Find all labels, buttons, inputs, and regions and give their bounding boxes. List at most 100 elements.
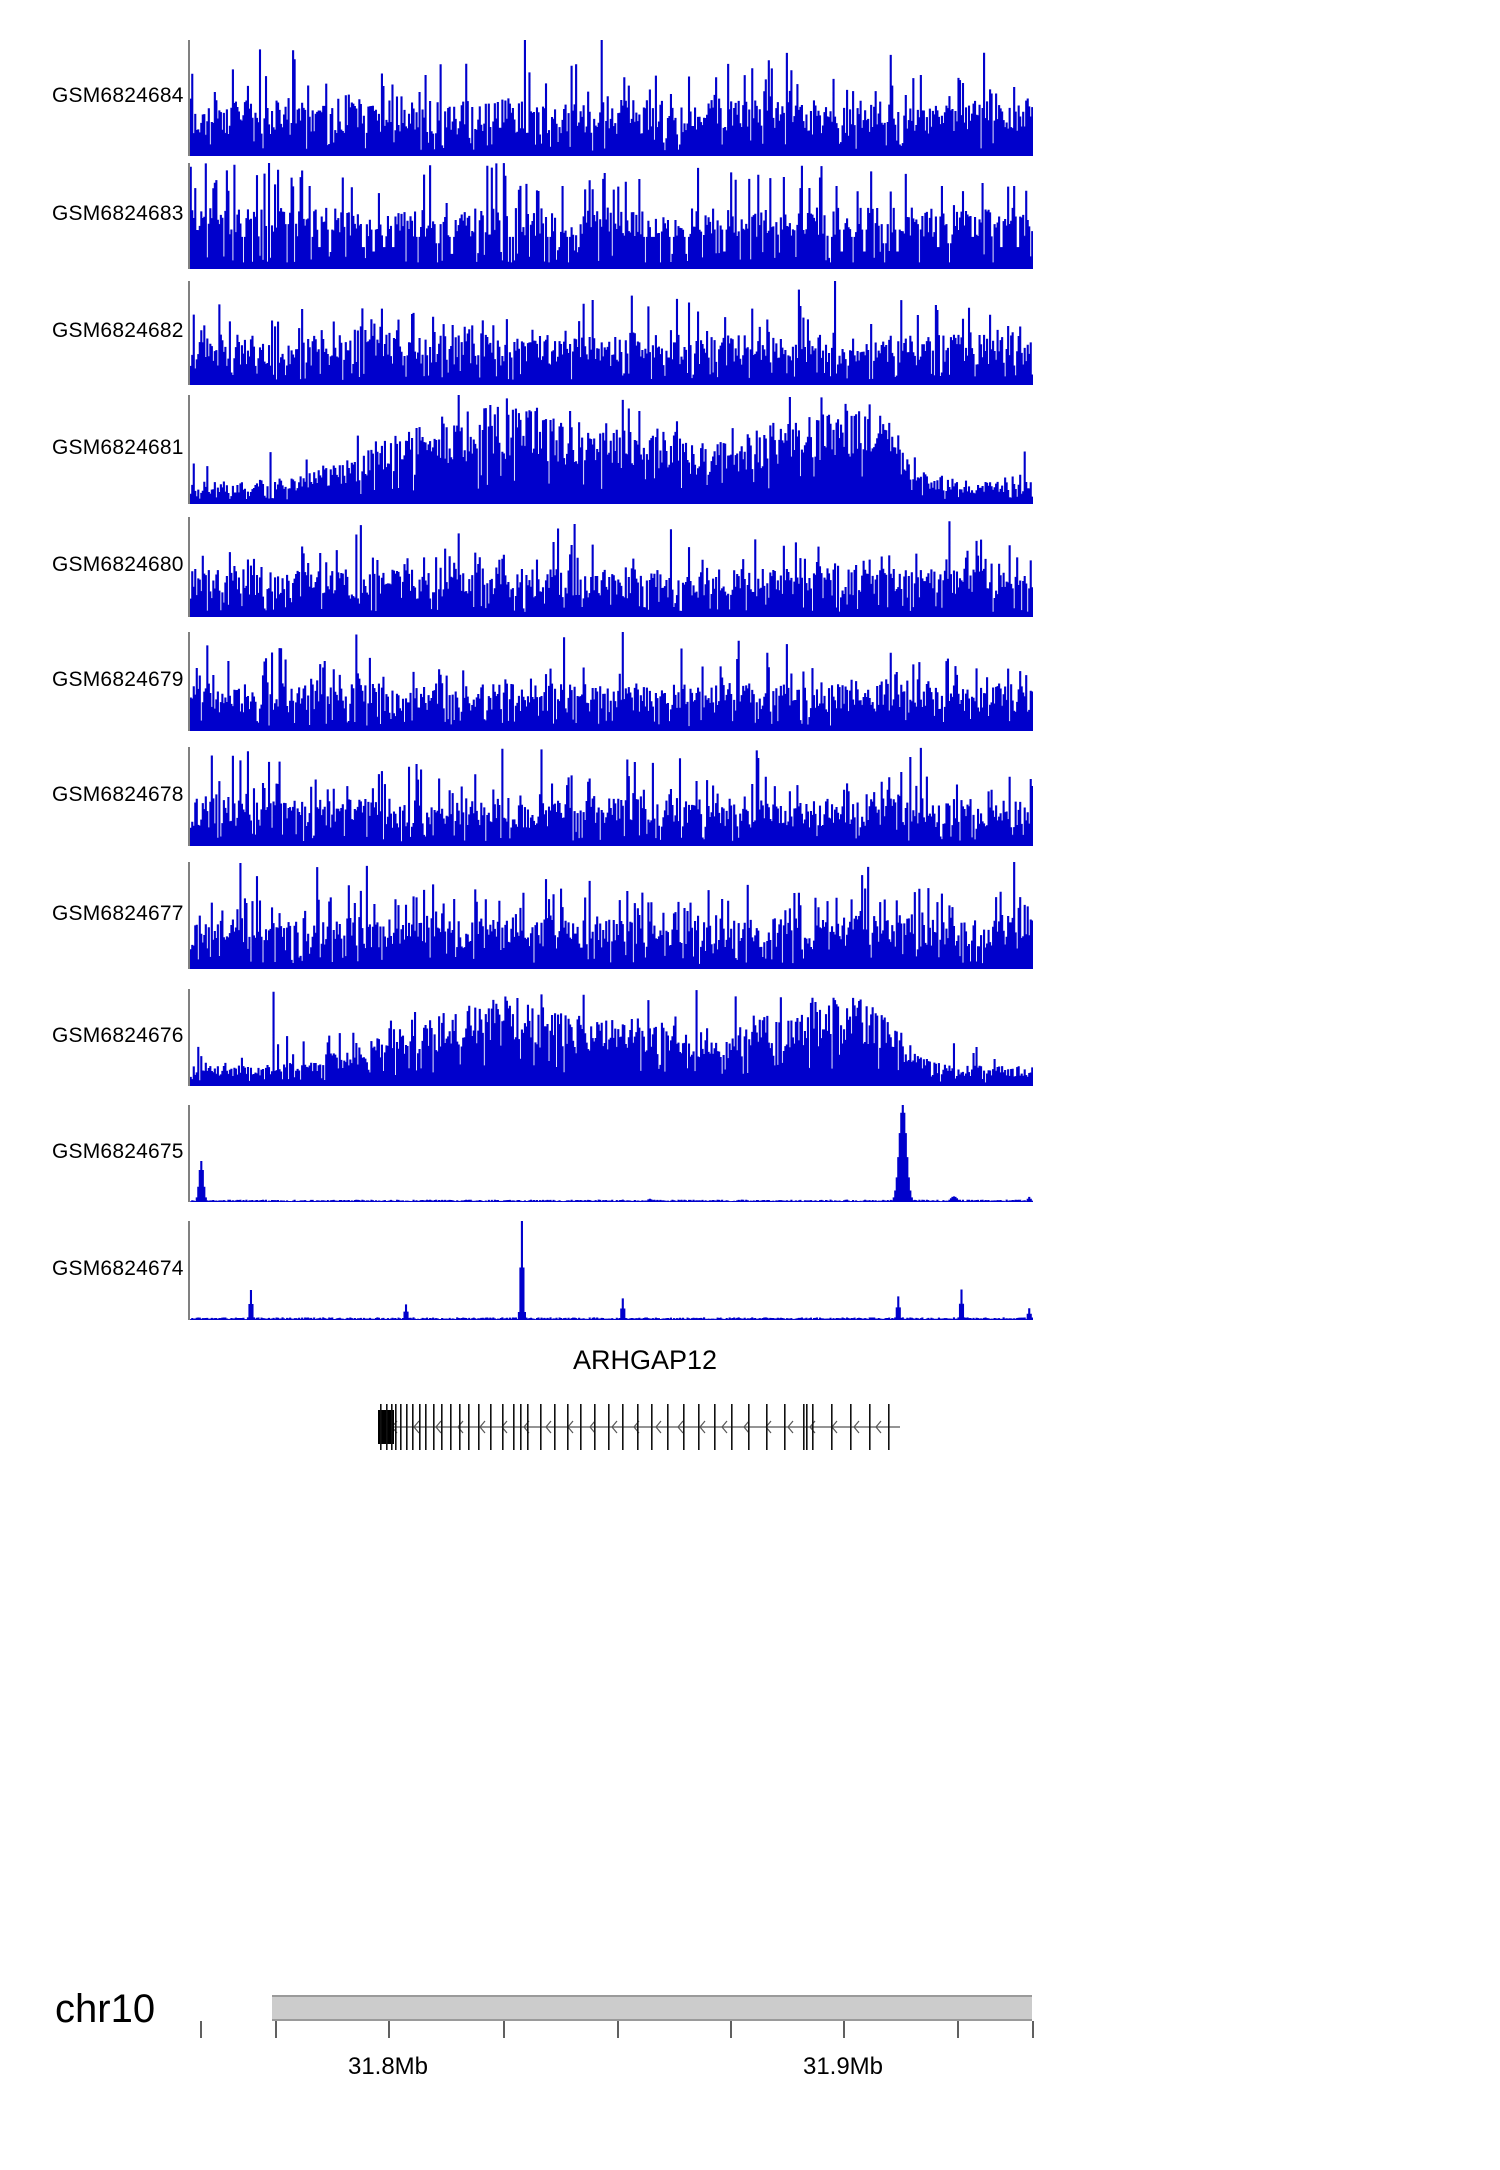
strand-arrow-left-icon [545,1420,552,1434]
coverage-track: GSM68246752060 [0,1105,1500,1202]
gene-exon-bar [441,1404,443,1450]
coverage-track: GSM6824681100 [0,395,1500,504]
gene-exon-bar [513,1404,515,1450]
strand-arrow-left-icon [413,1420,420,1434]
strand-arrow-left-icon [875,1420,882,1434]
track-y-axis-line [188,40,190,156]
coverage-histogram [190,521,1033,617]
gene-exon-bar [459,1404,461,1450]
track-plot-area: 170 [188,989,1033,1086]
track-plot-area: 60 [188,281,1033,385]
strand-arrow-left-icon [655,1420,662,1434]
track-sample-label: GSM6824684 [52,84,184,107]
gene-exon-bar [850,1404,852,1450]
strand-arrow-left-icon [457,1420,464,1434]
chromosome-axis-section: chr10 31.8Mb 31.9Mb [0,1975,1500,2135]
coordinate-tick [200,2021,202,2038]
gene-exon-bar [683,1404,685,1450]
track-plot-area: 1450 [188,1221,1033,1320]
gene-exon-bar [651,1404,653,1450]
coverage-track: GSM68246741450 [0,1221,1500,1320]
coordinate-tick-label: 31.8Mb [347,2053,429,2080]
coverage-track: GSM6824684100 [0,40,1500,156]
gene-exon-bar [490,1404,492,1450]
gene-exon-bar [391,1404,393,1450]
coverage-track: GSM682467760 [0,862,1500,969]
gene-exon-bar [478,1404,480,1450]
gene-exon-bar [419,1404,421,1450]
gene-exon-bar [831,1404,833,1450]
strand-arrow-left-icon [677,1420,684,1434]
gene-exon-bar [869,1404,871,1450]
track-y-axis-line [188,747,190,846]
gene-exon-bar [766,1404,768,1450]
gene-exon-bar [380,1404,382,1450]
coverage-histogram [190,632,1033,731]
gene-exon-bar [400,1404,402,1450]
gene-exon-bar [567,1404,569,1450]
track-y-axis-line [188,989,190,1086]
gene-exon-bar [502,1404,504,1450]
coverage-track: GSM682468260 [0,281,1500,385]
coverage-track: GSM6824683160 [0,163,1500,269]
coverage-histogram [190,1221,1033,1320]
coordinate-tick [843,2021,845,2038]
strand-arrow-left-icon [743,1420,750,1434]
track-sample-label: GSM6824683 [52,202,184,225]
gene-exon-bar [433,1404,435,1450]
strand-arrow-left-icon [853,1420,860,1434]
track-plot-area: 2060 [188,1105,1033,1202]
strand-arrow-left-icon [435,1420,442,1434]
chromosome-ideogram-bar [272,1995,1032,2021]
gene-exon-bar [806,1404,808,1450]
track-y-axis-line [188,632,190,731]
strand-arrow-left-icon [611,1420,618,1434]
gene-name-label: ARHGAP12 [572,1345,718,1375]
strand-arrow-left-icon [787,1420,794,1434]
gene-exon-bar [412,1404,414,1450]
track-plot-area: 100 [188,395,1033,504]
coverage-track: GSM682467890 [0,747,1500,846]
track-y-axis-line [188,1105,190,1202]
coverage-histogram [190,990,1033,1086]
coverage-histogram [190,281,1033,385]
gene-exon-bar [527,1404,529,1450]
gene-exon-bar [608,1404,610,1450]
coverage-histogram [190,1105,1033,1202]
coordinate-tick [730,2021,732,2038]
track-y-axis-line [188,395,190,504]
track-sample-label: GSM6824675 [52,1140,184,1163]
track-sample-label: GSM6824682 [52,319,184,342]
gene-exon-bar [450,1404,452,1450]
track-sample-label: GSM6824679 [52,668,184,691]
coordinate-tick-label: 31.9Mb [802,2053,884,2080]
track-sample-label: GSM6824680 [52,553,184,576]
track-plot-area: 110 [188,632,1033,731]
gene-exon-bar [386,1404,388,1450]
gene-exon-bar [698,1404,700,1450]
coordinate-tick [275,2021,277,2038]
gene-exon-bar [594,1404,596,1450]
coverage-histogram [190,395,1033,504]
gene-exon-bar [520,1404,522,1450]
track-y-axis-line [188,163,190,269]
gene-exon-bar [714,1404,716,1450]
track-sample-label: GSM6824676 [52,1024,184,1047]
track-sample-label: GSM6824678 [52,783,184,806]
coverage-track: GSM6824676170 [0,989,1500,1086]
track-y-axis-line [188,517,190,617]
track-plot-area: 90 [188,517,1033,617]
gene-model-svg [378,1404,900,1450]
coordinate-tick [388,2021,390,2038]
track-plot-area: 60 [188,862,1033,969]
coordinate-tick [957,2021,959,2038]
gene-exon-bar [784,1404,786,1450]
track-sample-label: GSM6824681 [52,436,184,459]
coverage-histogram [190,40,1033,156]
strand-arrow-left-icon [479,1420,486,1434]
gene-exon-bar [667,1404,669,1450]
gene-exon-bar [812,1404,814,1450]
chromosome-label: chr10 [55,1987,156,2031]
coverage-histogram [190,862,1033,969]
